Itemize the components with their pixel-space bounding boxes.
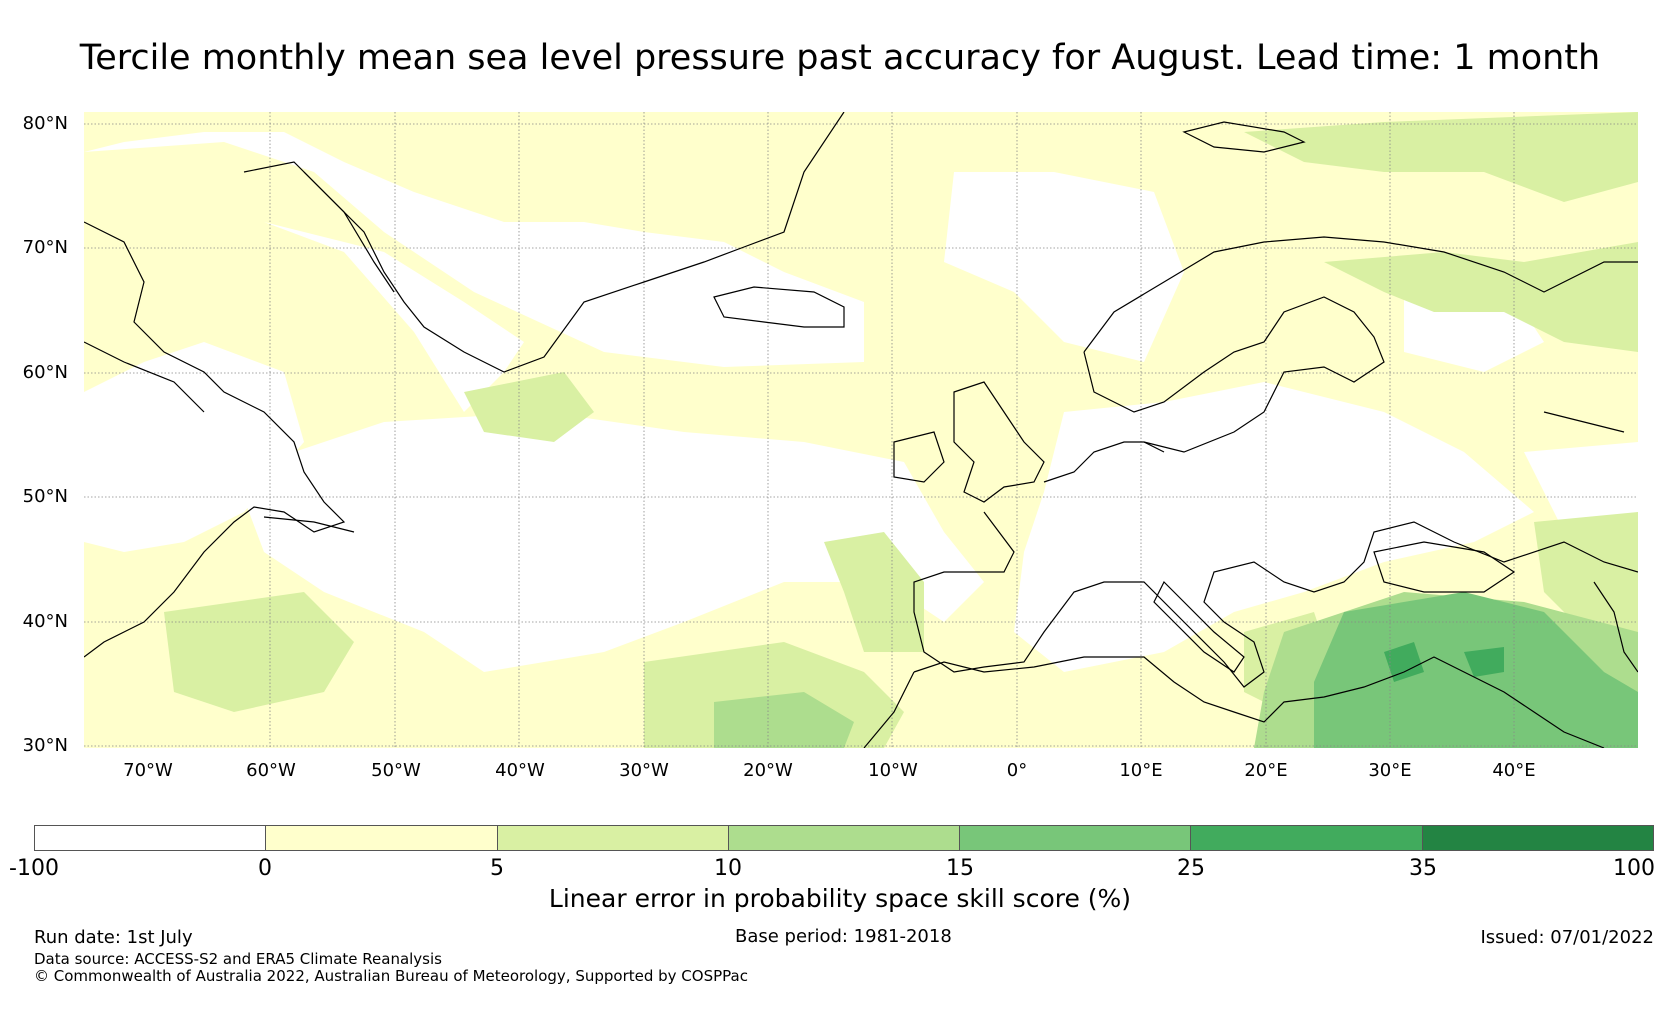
colorbar-tick-label: 100: [1613, 856, 1655, 881]
ireland-coast: [893, 431, 945, 483]
lat-label-60n: 60°N: [22, 362, 68, 383]
colorbar-tick-label: 5: [490, 856, 504, 881]
lon-label-10w: 10°W: [868, 760, 918, 781]
black-sea-coast: [1373, 541, 1516, 593]
colorbar-title: Linear error in probability space skill …: [548, 884, 1132, 913]
colorbar-tick-label: -100: [9, 856, 59, 881]
lon-label-20e: 20°E: [1244, 760, 1288, 781]
lon-label-50w: 50°W: [371, 760, 421, 781]
colorbar-segment-15-25: [960, 826, 1192, 850]
colorbar: [34, 825, 1654, 851]
lon-label-60w: 60°W: [246, 760, 296, 781]
lon-label-30e: 30°E: [1368, 760, 1412, 781]
scandinavia-coast: [1083, 236, 1638, 353]
skill-25-35-areas: [1384, 642, 1504, 682]
map-title: Tercile monthly mean sea level pressure …: [79, 38, 1601, 78]
lon-label-40w: 40°W: [495, 760, 545, 781]
colorbar-segment-5-10: [497, 826, 729, 850]
north-america-coast: [84, 221, 346, 658]
skill-score-map: [84, 112, 1638, 748]
lon-label-70w: 70°W: [123, 760, 173, 781]
lon-label-30w: 30°W: [619, 760, 669, 781]
europe-coast: [1043, 441, 1165, 483]
colorbar-segment-neg100-0: [35, 826, 267, 850]
colorbar-segment-10-15: [728, 826, 961, 850]
lat-label-70n: 70°N: [22, 237, 68, 258]
colorbar-segment-0-5: [266, 826, 498, 850]
coastlines: [84, 112, 1638, 748]
lat-label-30n: 30°N: [22, 735, 68, 756]
colorbar-tick-label: 0: [258, 856, 272, 881]
colorbar-tick-label: 25: [1177, 856, 1205, 881]
lon-label-40e: 40°E: [1492, 760, 1536, 781]
issued-date: Issued: 07/01/2022: [1480, 927, 1654, 948]
lat-label-80n: 80°N: [22, 113, 68, 134]
lon-label-20w: 20°W: [743, 760, 793, 781]
svalbard-coast: [1182, 121, 1306, 153]
lat-label-40n: 40°N: [22, 611, 68, 632]
no-skill-areas: [84, 132, 1638, 672]
run-date: Run date: 1st July: [34, 927, 193, 948]
graticule: [84, 112, 1638, 748]
colorbar-segment-35-100: [1422, 826, 1653, 850]
copyright-notice: © Commonwealth of Australia 2022, Austra…: [34, 967, 748, 985]
colorbar-segment-25-35: [1191, 826, 1423, 850]
britain-coast: [953, 381, 1045, 503]
africa-coast: [913, 656, 1605, 748]
greenland-coast: [243, 112, 845, 373]
colorbar-tick-label: 35: [1409, 856, 1437, 881]
lon-label-0: 0°: [1006, 760, 1028, 781]
lat-label-50n: 50°N: [22, 486, 68, 507]
lon-label-10e: 10°E: [1119, 760, 1163, 781]
colorbar-tick-label: 15: [946, 856, 974, 881]
data-source: Data source: ACCESS-S2 and ERA5 Climate …: [34, 950, 442, 968]
colorbar-tick-label: 10: [714, 856, 742, 881]
italy-coast: [1153, 580, 1245, 673]
iceland-coast: [713, 286, 845, 328]
base-period: Base period: 1981-2018: [735, 926, 952, 947]
